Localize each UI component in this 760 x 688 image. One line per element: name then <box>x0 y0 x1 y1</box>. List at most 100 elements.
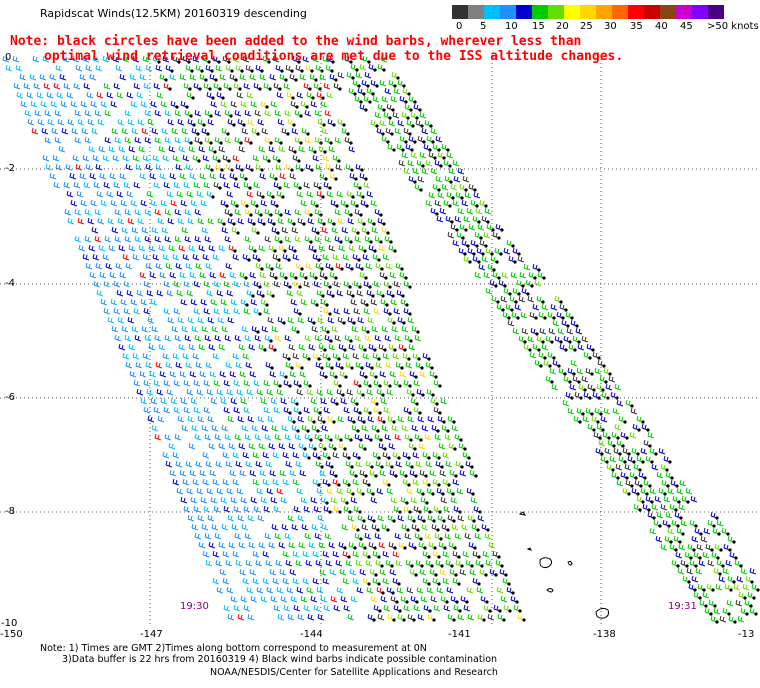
wind-barb <box>272 577 280 585</box>
flag-circle <box>676 564 680 568</box>
wind-barb <box>467 613 475 621</box>
flag-circle <box>330 366 334 370</box>
flag-circle <box>390 132 394 136</box>
wind-barb <box>233 181 241 189</box>
flag-circle <box>190 69 194 73</box>
wind-barb <box>275 163 283 171</box>
lon-label-144: -144 <box>300 629 323 640</box>
wind-barb <box>58 145 66 153</box>
wind-barb <box>161 226 169 234</box>
wind-barb <box>384 433 392 441</box>
wind-barb <box>426 586 434 594</box>
wind-barb <box>333 280 341 288</box>
flag-circle <box>300 267 304 271</box>
flag-circle <box>384 276 388 280</box>
flag-circle <box>382 68 386 72</box>
wind-barb <box>483 271 491 279</box>
wind-barb <box>80 100 88 108</box>
flag-circle <box>709 612 713 616</box>
wind-barb <box>256 586 264 594</box>
flag-circle <box>750 580 754 584</box>
wind-barb <box>420 595 428 603</box>
wind-barb <box>282 451 290 459</box>
wind-barb <box>566 327 574 335</box>
flag-circle <box>349 240 353 244</box>
flag-circle <box>348 285 352 289</box>
flag-circle <box>430 366 434 370</box>
wind-barb <box>227 514 235 522</box>
wind-barb <box>240 496 248 504</box>
wind-barb <box>340 595 348 603</box>
wind-barb <box>96 289 104 297</box>
wind-barb <box>132 253 140 261</box>
flag-circle <box>375 84 379 88</box>
wind-barb <box>96 91 104 99</box>
wind-barb <box>624 463 632 471</box>
flag-circle <box>726 532 730 536</box>
flag-circle <box>292 123 296 127</box>
wind-barb <box>243 307 251 315</box>
wind-barb <box>260 595 268 603</box>
flag-circle <box>599 412 603 416</box>
wind-barb <box>122 55 130 63</box>
flag-circle <box>240 168 244 172</box>
wind-barb <box>336 190 344 198</box>
wind-barb <box>204 235 212 243</box>
flag-circle <box>630 484 634 488</box>
wind-barb <box>427 415 435 423</box>
wind-barb <box>73 82 81 90</box>
flag-circle <box>612 444 616 448</box>
wind-barb <box>189 172 197 180</box>
wind-barb <box>173 280 181 288</box>
wind-barb <box>87 217 95 225</box>
legend-labels: 0 5 10 15 20 25 30 35 40 45 >50 knots <box>452 21 760 35</box>
wind-barb <box>151 226 159 234</box>
wind-barb <box>323 604 331 612</box>
wind-barb <box>133 82 141 90</box>
flag-circle <box>713 604 717 608</box>
flag-circle <box>400 267 404 271</box>
wind-barb <box>647 431 655 439</box>
wind-barb <box>356 289 364 297</box>
wind-barb <box>296 190 304 198</box>
wind-barb <box>143 307 151 315</box>
flag-circle <box>448 164 452 168</box>
flag-circle <box>428 148 432 152</box>
flag-circle <box>429 124 433 128</box>
flag-circle <box>279 213 283 217</box>
wind-barb <box>119 271 127 279</box>
wind-barb <box>82 55 90 63</box>
flag-circle <box>332 420 336 424</box>
flag-circle <box>370 366 374 370</box>
wind-barb <box>501 271 509 279</box>
wind-barb <box>430 595 438 603</box>
flag-circle <box>288 384 292 388</box>
wind-barb <box>393 307 401 315</box>
wind-barb <box>237 613 245 621</box>
flag-circle <box>409 438 413 442</box>
flag-circle <box>358 411 362 415</box>
wind-barb <box>127 316 135 324</box>
wind-barb <box>95 262 103 270</box>
wind-barb <box>288 442 296 450</box>
flag-circle <box>405 303 409 307</box>
wind-barb <box>452 239 460 247</box>
flag-circle <box>357 84 361 88</box>
flag-circle <box>359 213 363 217</box>
flag-circle <box>591 348 595 352</box>
wind-barb <box>228 541 236 549</box>
flag-circle <box>409 339 413 343</box>
wind-barb <box>151 325 159 333</box>
flag-circle <box>375 124 379 128</box>
flag-circle <box>329 141 333 145</box>
flag-circle <box>320 267 324 271</box>
wind-barb <box>239 469 247 477</box>
wind-barb <box>425 460 433 468</box>
wind-barb <box>382 253 390 261</box>
legend-swatch <box>628 5 644 19</box>
wind-barb <box>303 604 311 612</box>
wind-barb <box>350 298 358 306</box>
flag-circle <box>380 267 384 271</box>
wind-barb <box>374 334 382 342</box>
flag-circle <box>359 100 363 104</box>
